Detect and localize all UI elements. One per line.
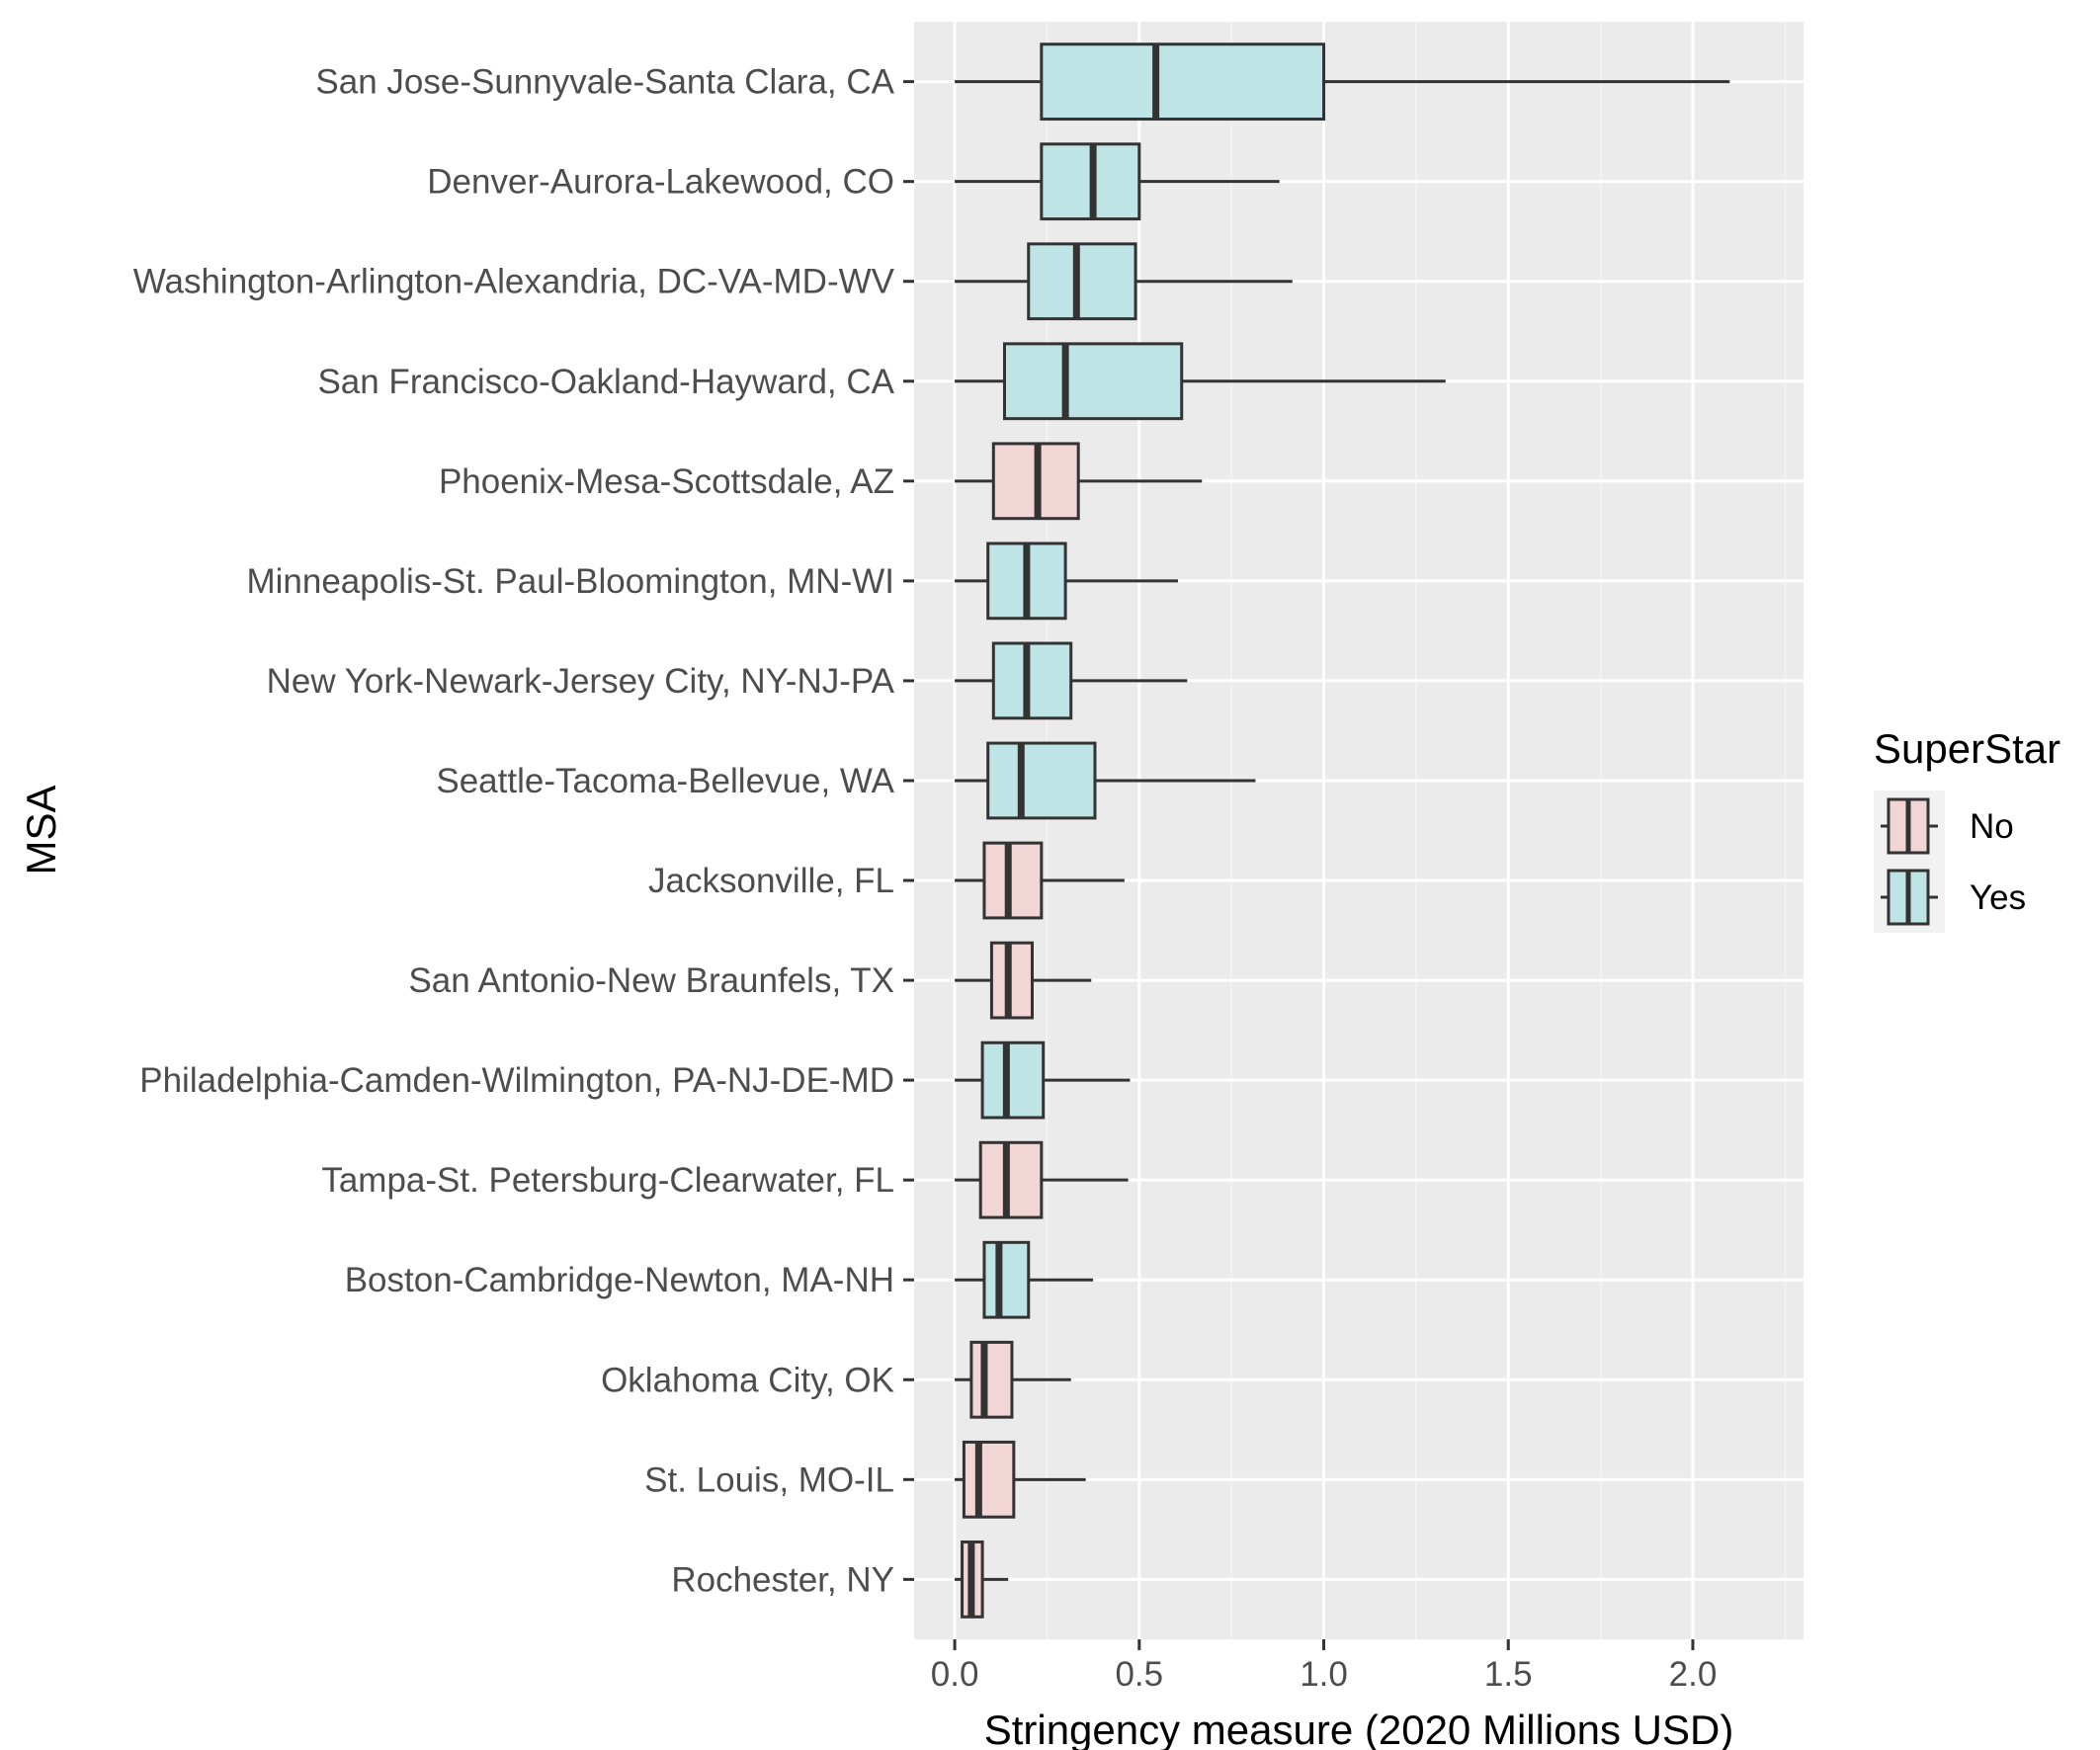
- box: [969, 1340, 1014, 1419]
- box-group: [955, 442, 1203, 521]
- x-tick-label: 2.0: [1669, 1655, 1718, 1694]
- box: [1040, 42, 1326, 122]
- x-tick-label: 0.0: [931, 1655, 979, 1694]
- y-tick-label: San Jose-Sunnyvale-Santa Clara, CA: [315, 63, 894, 102]
- y-tick-label: New York-Newark-Jersey City, NY-NJ-PA: [267, 662, 895, 701]
- legend-label: Yes: [1970, 878, 2026, 917]
- box-group: [955, 1041, 1131, 1120]
- box-group: [955, 42, 1730, 122]
- box-group: [955, 641, 1188, 720]
- x-tick-label: 1.5: [1484, 1655, 1533, 1694]
- box-group: [955, 841, 1125, 920]
- boxes: [955, 42, 1730, 1619]
- box-group: [955, 1340, 1071, 1419]
- y-tick-label: Rochester, NY: [671, 1560, 894, 1599]
- box: [982, 841, 1044, 920]
- box: [980, 1041, 1046, 1120]
- y-tick-label: Philadelphia-Camden-Wilmington, PA-NJ-DE…: [139, 1061, 894, 1100]
- box-group: [955, 242, 1293, 321]
- legend-key: [1874, 791, 1945, 862]
- y-tick-label: Seattle-Tacoma-Bellevue, WA: [436, 762, 894, 800]
- box: [978, 1140, 1044, 1219]
- legend: SuperStar No Yes: [1874, 725, 2060, 933]
- box: [962, 1440, 1016, 1519]
- legend-title: SuperStar: [1874, 725, 2060, 772]
- y-tick-label: Minneapolis-St. Paul-Bloomington, MN-WI: [246, 562, 894, 601]
- box-group: [955, 1140, 1129, 1219]
- box: [1002, 342, 1184, 421]
- box-group: [955, 1440, 1086, 1519]
- y-tick-label: San Antonio-New Braunfels, TX: [408, 961, 894, 1000]
- x-tick-label: 0.5: [1115, 1655, 1163, 1694]
- box-group: [955, 342, 1446, 421]
- legend-key: [1874, 862, 1945, 933]
- y-tick-label: Oklahoma City, OK: [601, 1361, 894, 1399]
- x-tick-label: 1.0: [1300, 1655, 1348, 1694]
- box: [989, 941, 1035, 1020]
- y-tick-label: San Francisco-Oakland-Hayward, CA: [317, 363, 894, 401]
- box-group: [955, 741, 1256, 820]
- box-group: [955, 542, 1179, 621]
- box-group: [955, 1240, 1094, 1319]
- y-tick-label: St. Louis, MO-IL: [644, 1460, 894, 1499]
- y-axis: San Jose-Sunnyvale-Santa Clara, CA Denver…: [133, 63, 914, 1599]
- x-axis: 0.0 0.5 1.0 1.5 2.0: [931, 1639, 1718, 1694]
- box: [991, 641, 1073, 720]
- y-tick-label: Jacksonville, FL: [648, 862, 894, 900]
- box: [1027, 242, 1137, 321]
- box-group: [955, 1540, 1009, 1619]
- y-axis-title: MSA: [18, 785, 64, 875]
- box: [986, 741, 1097, 820]
- box-group: [955, 941, 1092, 1020]
- y-tick-label: Washington-Arlington-Alexandria, DC-VA-M…: [133, 263, 895, 301]
- box: [982, 1240, 1031, 1319]
- y-tick-label: Phoenix-Mesa-Scottsdale, AZ: [439, 462, 894, 501]
- y-tick-label: Tampa-St. Petersburg-Clearwater, FL: [321, 1161, 894, 1200]
- x-axis-title: Stringency measure (2020 Millions USD): [984, 1707, 1734, 1750]
- y-tick-label: Boston-Cambridge-Newton, MA-NH: [345, 1261, 894, 1299]
- y-tick-label: Denver-Aurora-Lakewood, CO: [427, 163, 894, 202]
- legend-label: No: [1970, 807, 2014, 846]
- box-group: [955, 142, 1280, 221]
